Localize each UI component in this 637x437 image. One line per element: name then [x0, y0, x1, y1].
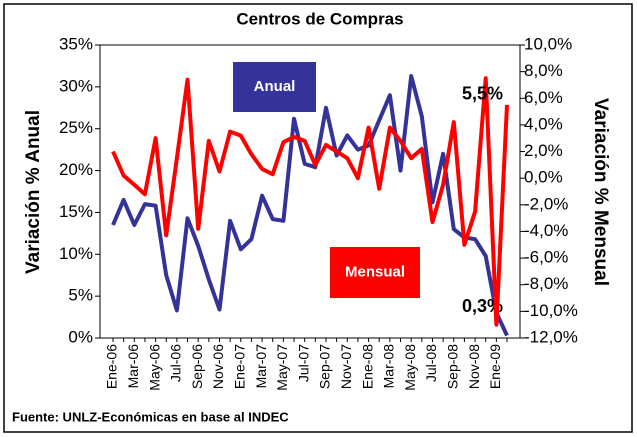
x-tick-label: Mar-08: [381, 344, 397, 389]
legend-box: [233, 62, 316, 112]
y-axis-label: Variación % Anual: [23, 110, 44, 274]
y2-tick-label: -12,0%: [524, 327, 578, 346]
plot-area: [99, 44, 521, 339]
x-tick-label: Ene-07: [231, 344, 247, 389]
x-tick-label: Nov-08: [466, 344, 482, 389]
legend-box: [330, 247, 420, 298]
y2-axis-label: Variación % Mensual: [590, 98, 611, 286]
y2-tick-label: -4,0%: [524, 221, 568, 240]
y2-tick-label: -10,0%: [524, 301, 578, 320]
x-tick-label: Jul-06: [168, 344, 184, 382]
y-tick-label: 35%: [59, 34, 93, 53]
series-line: [111, 76, 509, 327]
y2-tick-label: -2,0%: [524, 194, 568, 213]
frame: [3, 3, 633, 433]
x-tick-label: May-06: [146, 344, 162, 391]
x-tick-label: Jul-07: [295, 344, 311, 382]
y2-tick-label: -6,0%: [524, 248, 568, 267]
y2-tick-label: -8,0%: [524, 274, 568, 293]
y2-tick-label: 2,0%: [524, 141, 563, 160]
y-tick-label: 10%: [59, 244, 93, 263]
y2-tick-label: 0,0%: [524, 168, 563, 187]
x-tick-label: Mar-06: [125, 344, 141, 389]
y-tick-label: 30%: [59, 76, 93, 95]
y-tick-label: 0%: [68, 327, 93, 346]
x-tick-label: Nov-06: [210, 344, 226, 389]
y2-tick-label: 10,0%: [524, 34, 572, 53]
y2-tick-label: 8,0%: [524, 61, 563, 80]
x-tick-label: Mar-07: [253, 344, 269, 389]
y-tick-label: 20%: [59, 160, 93, 179]
x-tick-label: Ene-06: [104, 344, 120, 389]
x-tick-label: Sep-07: [317, 344, 333, 389]
data-label: 5,5%: [462, 84, 503, 104]
y-tick-label: 5%: [68, 286, 93, 305]
x-tick-label: May-07: [274, 344, 290, 391]
legend-label: Mensual: [345, 263, 405, 280]
series-line: [111, 74, 509, 337]
x-tick-label: Jul-08: [423, 344, 439, 382]
x-tick-label: Nov-07: [338, 344, 354, 389]
x-tick-label: Ene-08: [359, 344, 375, 389]
data-label: 0,3%: [462, 296, 503, 316]
y2-tick-label: 4,0%: [524, 114, 563, 133]
y-tick-label: 15%: [59, 202, 93, 221]
legend-label: Anual: [254, 78, 296, 95]
y-tick-label: 25%: [59, 118, 93, 137]
x-tick-label: Sep-06: [189, 344, 205, 389]
y2-tick-label: 6,0%: [524, 88, 563, 107]
x-tick-label: Ene-09: [487, 344, 503, 389]
x-tick-label: Sep-08: [444, 344, 460, 389]
x-tick-label: May-08: [402, 344, 418, 391]
source-note: Fuente: UNLZ-Económicas en base al INDEC: [12, 409, 289, 424]
chart-title: Centros de Compras: [236, 9, 403, 28]
